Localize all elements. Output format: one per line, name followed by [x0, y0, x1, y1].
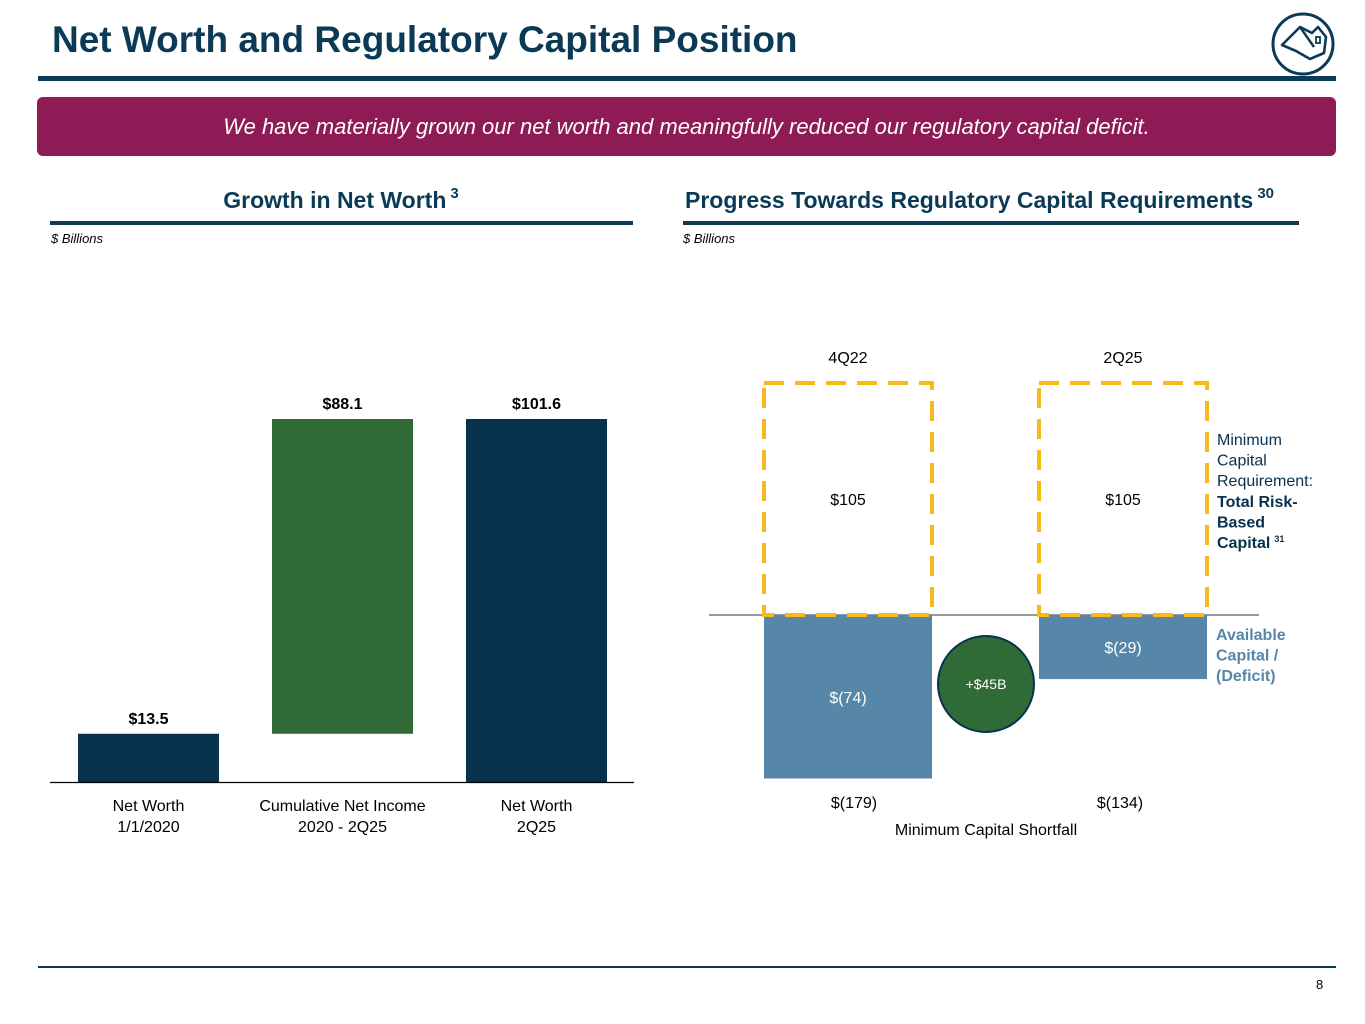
shortfall-axis-label: Minimum Capital Shortfall	[895, 822, 1077, 839]
legend-available-text: Available	[1216, 627, 1286, 644]
category-label: Cumulative Net Income	[259, 798, 425, 815]
category-label: 1/1/2020	[117, 819, 179, 836]
category-label: 2020 - 2Q25	[298, 819, 387, 836]
footer-divider	[38, 966, 1336, 968]
regulatory-capital-chart: $(74) $105 4Q22 $(179) $(29) $105 2Q25 $(134) Mi…	[709, 350, 1313, 839]
legend-requirement-footnote: 31	[1274, 534, 1284, 544]
category-label: Net Worth	[113, 798, 185, 815]
right-panel-title: Progress Towards Regulatory Capital Requ…	[685, 185, 1275, 214]
available-capital-bar	[1039, 615, 1207, 680]
legend-requirement-text: Minimum	[1217, 432, 1282, 449]
legend-requirement-text: Capital	[1217, 453, 1267, 470]
legend-available-text: Capital /	[1216, 648, 1279, 665]
house-logo-icon	[1271, 12, 1335, 76]
category-label: Net Worth	[501, 798, 573, 815]
legend-requirement-bold-text: Capital 31	[1217, 534, 1284, 552]
bar-data-label: $88.1	[322, 396, 362, 413]
page-title: Net Worth and Regulatory Capital Positio…	[52, 19, 798, 60]
shortfall-value: $(179)	[831, 795, 877, 812]
improvement-callout-text: +$45B	[966, 676, 1007, 692]
left-units-label: $ Billions	[51, 231, 104, 246]
left-panel-divider	[50, 221, 633, 225]
right-panel-divider	[683, 221, 1299, 225]
left-panel-title-text: Growth in Net Worth	[223, 187, 447, 213]
left-panel-title: Growth in Net Worth 3	[50, 185, 632, 214]
requirement-label: $105	[830, 492, 866, 509]
bar-2	[466, 419, 607, 782]
bar-data-label: $101.6	[512, 396, 561, 413]
bar-data-label: $13.5	[128, 711, 168, 728]
category-label: 2Q25	[517, 819, 556, 836]
net-worth-waterfall-chart: $13.5 Net Worth 1/1/2020 $88.1 Cumulative Ne…	[50, 396, 634, 836]
legend-requirement-bold-text: Based	[1217, 514, 1265, 531]
left-panel-footnote: 3	[450, 185, 459, 202]
key-message-banner: We have materially grown our net worth a…	[37, 97, 1336, 156]
bar-1	[272, 419, 413, 734]
legend-available-text: (Deficit)	[1216, 668, 1276, 685]
improvement-callout-bubble	[937, 635, 1035, 733]
requirement-label: $105	[1105, 492, 1141, 509]
banner-text: We have materially grown our net worth a…	[223, 113, 1150, 139]
available-capital-bar	[764, 615, 932, 779]
right-units-label: $ Billions	[683, 231, 736, 246]
period-label: 4Q22	[828, 350, 867, 367]
available-capital-label: $(29)	[1104, 640, 1141, 657]
requirement-box	[1037, 381, 1209, 617]
right-panel-title-text: Progress Towards Regulatory Capital Requ…	[685, 187, 1254, 213]
legend-requirement-bold-text: Total Risk-	[1217, 494, 1298, 511]
requirement-box	[762, 381, 934, 617]
legend-requirement-text: Requirement:	[1217, 473, 1313, 490]
shortfall-value: $(134)	[1097, 795, 1143, 812]
page-number: 8	[1316, 977, 1324, 992]
title-divider	[38, 76, 1336, 81]
right-panel-footnote: 30	[1257, 185, 1275, 202]
bar-0	[78, 733, 219, 782]
available-capital-label: $(74)	[829, 690, 866, 707]
period-label: 2Q25	[1103, 350, 1142, 367]
